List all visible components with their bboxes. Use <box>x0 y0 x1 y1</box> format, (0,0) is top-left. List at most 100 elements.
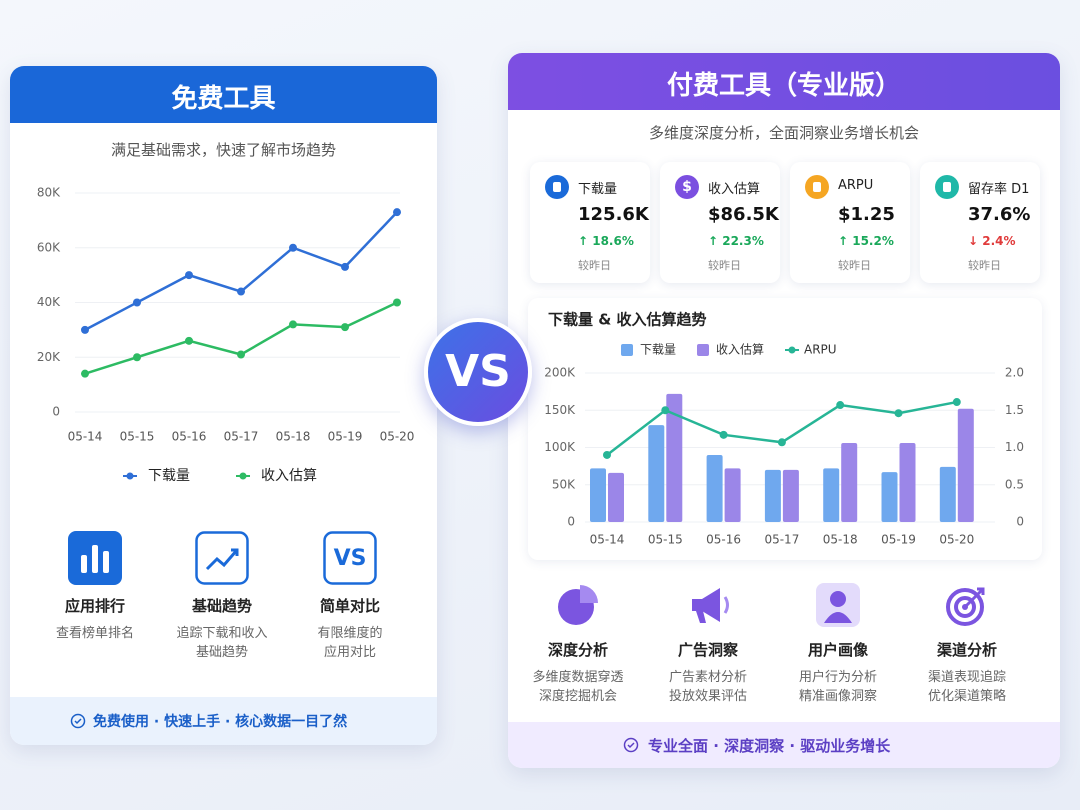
feature-title: 广告洞察 <box>677 641 738 659</box>
x-tick-label: 05-20 <box>939 533 974 547</box>
data-point <box>133 298 141 307</box>
feature-desc: 精准画像洞察 <box>798 689 877 704</box>
free-footer-band <box>10 697 437 745</box>
legend-label: 收入估算 <box>261 468 317 484</box>
kpi-label: 下载量 <box>578 182 618 197</box>
kpi-icon <box>805 175 829 199</box>
y-tick-label: 60K <box>37 240 61 254</box>
y-tick-label: 150K <box>544 403 576 417</box>
legend-marker <box>788 346 796 354</box>
legend-label: 下载量 <box>148 468 190 484</box>
data-point <box>185 336 193 345</box>
feature-desc: 查看榜单排名 <box>55 626 134 641</box>
pro-header <box>508 53 1060 110</box>
bar <box>724 468 741 522</box>
feature-desc: 有限维度的 <box>317 626 383 641</box>
legend-swatch <box>621 344 633 356</box>
chart-title: 下载量 & 收入估算趋势 <box>548 311 707 329</box>
bar <box>608 472 624 522</box>
bar <box>782 469 799 522</box>
y2-tick-label: 0 <box>1016 515 1024 529</box>
x-tick-label: 05-18 <box>276 430 311 444</box>
y2-tick-label: 1.0 <box>1005 440 1024 454</box>
bar <box>939 466 956 522</box>
kpi-value: 125.6K <box>578 204 649 225</box>
feature-desc: 多维度数据穿透 <box>532 670 624 685</box>
pro-subtitle: 多维度深度分析，全面洞察业务增长机会 <box>648 124 919 142</box>
y2-tick-label: 0.5 <box>1005 477 1024 491</box>
data-point <box>237 287 245 296</box>
data-point <box>185 271 193 280</box>
trend-icon <box>195 531 249 585</box>
feature-title: 简单对比 <box>319 597 380 615</box>
pie-icon <box>558 585 598 625</box>
x-tick-label: 05-17 <box>224 430 259 444</box>
feature-title: 渠道分析 <box>936 641 997 659</box>
series-line <box>84 301 398 375</box>
y-tick-label: 80K <box>37 186 61 200</box>
kpi-icon <box>935 175 959 199</box>
bar <box>881 472 898 522</box>
data-point <box>777 438 786 447</box>
x-tick-label: 05-15 <box>648 533 683 547</box>
y-tick-label: 0 <box>567 515 575 529</box>
bar <box>706 454 723 522</box>
kpi-glyph <box>553 182 561 192</box>
data-point <box>719 430 728 439</box>
feature-title: 应用排行 <box>64 597 125 615</box>
kpi-change: ↓ 2.4% <box>968 234 1016 248</box>
feature-desc: 用户行为分析 <box>798 670 877 685</box>
kpi-icon: $ <box>675 175 699 199</box>
bar <box>823 468 840 522</box>
data-point <box>836 401 845 410</box>
legend-label: 收入估算 <box>716 342 764 357</box>
kpi-value: $86.5K <box>708 204 779 225</box>
vs-badge: VS <box>424 318 532 426</box>
legend-marker <box>239 472 247 480</box>
bar <box>899 443 916 522</box>
pro-title: 付费工具（专业版） <box>666 71 901 101</box>
x-tick-label: 05-14 <box>68 430 103 444</box>
check-icon <box>623 737 639 753</box>
free-footer: 免费使用 · 快速上手 · 核心数据一目了然 <box>93 714 348 730</box>
legend-swatch <box>697 344 709 356</box>
user-icon <box>816 583 860 627</box>
data-point <box>289 243 297 252</box>
bar <box>648 425 665 522</box>
series-line <box>84 211 398 331</box>
kpi-change: ↑ 18.6% <box>578 234 634 248</box>
target-icon <box>946 587 985 626</box>
kpi-value: $1.25 <box>838 204 895 225</box>
data-point <box>81 325 89 334</box>
kpi-compare: 较昨日 <box>968 259 1001 272</box>
feature-desc: 应用对比 <box>323 645 376 660</box>
data-point <box>952 398 961 407</box>
y2-tick-label: 2.0 <box>1005 366 1024 380</box>
x-tick-label: 05-17 <box>764 533 799 547</box>
bar <box>590 468 606 522</box>
x-tick-label: 05-15 <box>120 430 155 444</box>
feature-title: 用户画像 <box>807 641 868 659</box>
kpi-compare: 较昨日 <box>838 259 871 272</box>
data-point <box>341 262 349 271</box>
y-tick-label: 200K <box>544 366 576 380</box>
kpi-card: ARPU $1.25 ↑ 15.2% 较昨日 <box>790 162 910 283</box>
data-point <box>894 409 903 418</box>
bar <box>957 408 974 522</box>
free-title: 免费工具 <box>171 84 276 114</box>
feature-desc: 追踪下载和收入 <box>176 626 268 641</box>
data-point <box>133 353 141 362</box>
y-tick-label: 40K <box>37 295 61 309</box>
kpi-card: 留存率 D1 37.6% ↓ 2.4% 较昨日 <box>920 162 1040 283</box>
bar <box>841 443 858 522</box>
free-subtitle: 满足基础需求，快速了解市场趋势 <box>110 141 336 159</box>
legend-label: 下载量 <box>640 343 676 357</box>
legend-marker <box>126 472 134 480</box>
legend-label: ARPU <box>804 343 837 357</box>
x-tick-label: 05-19 <box>328 430 363 444</box>
kpi-change: ↑ 22.3% <box>708 234 764 248</box>
x-tick-label: 05-20 <box>380 430 415 444</box>
pro-footer: 专业全面 · 深度洞察 · 驱动业务增长 <box>648 737 891 755</box>
